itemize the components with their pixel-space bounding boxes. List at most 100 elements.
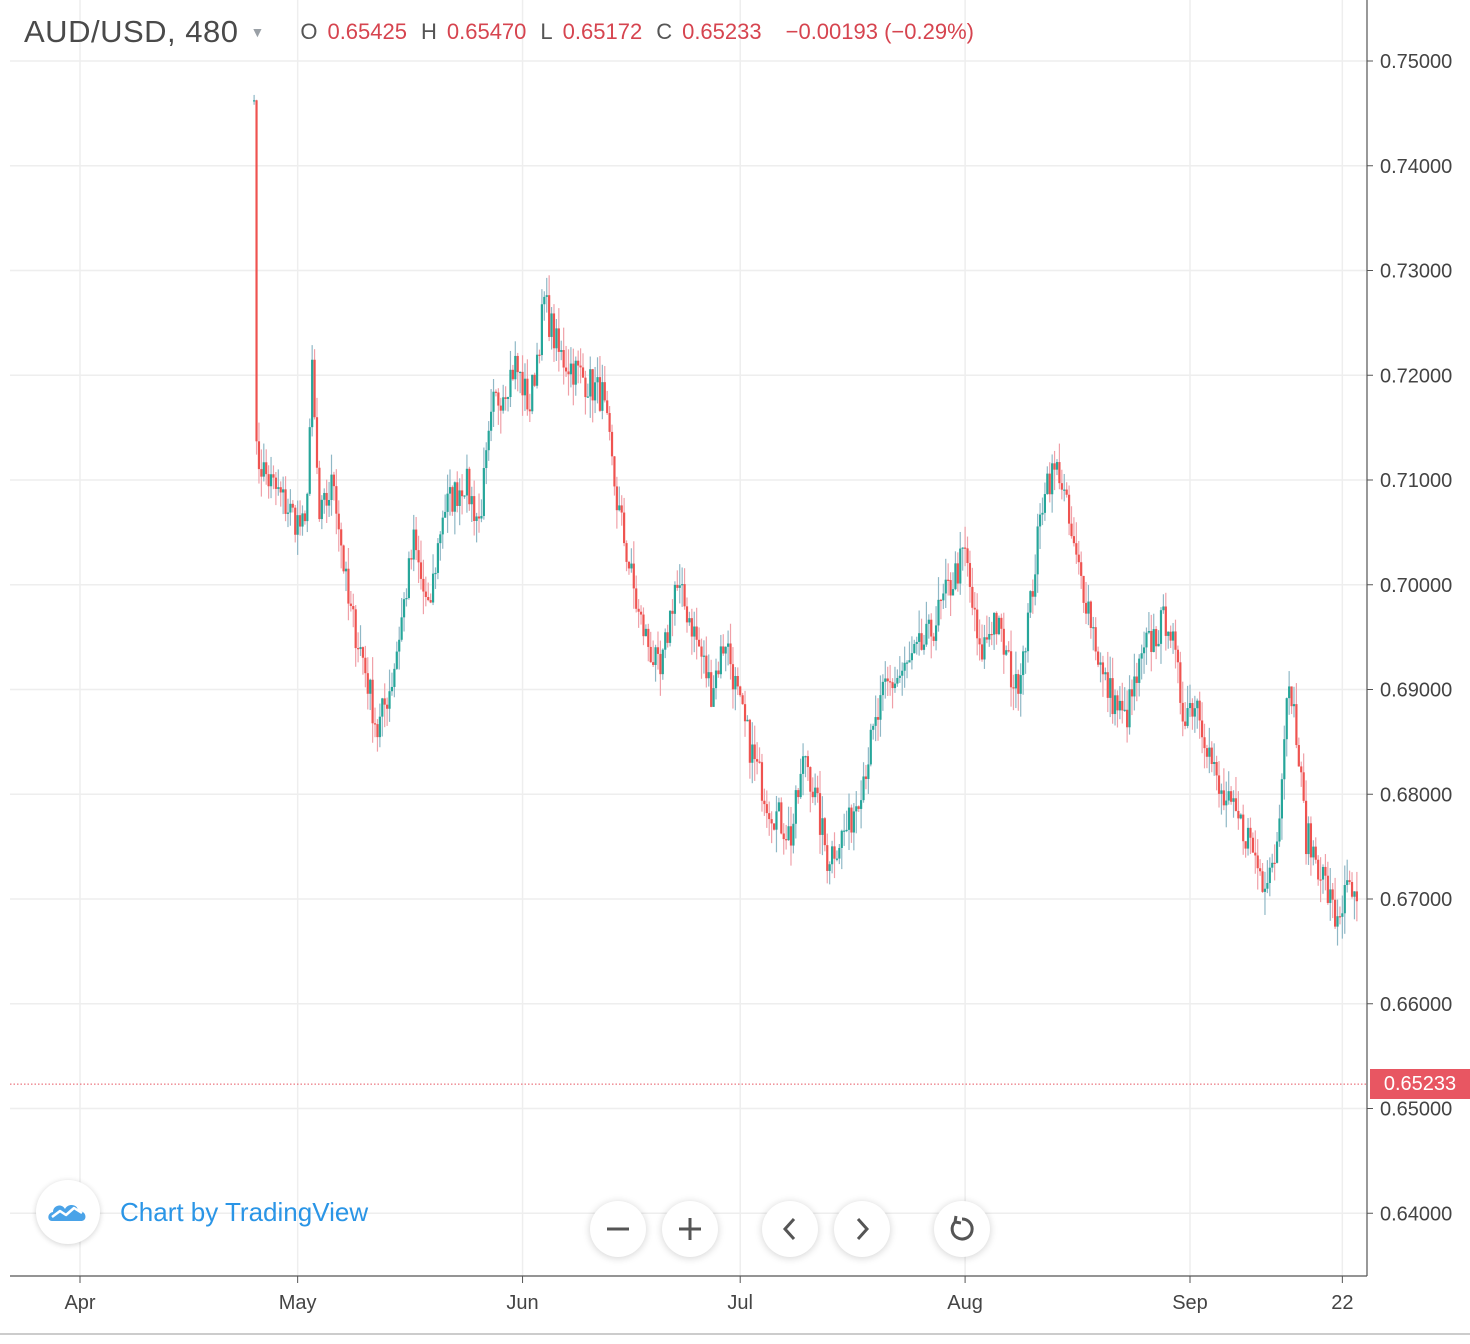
- zoom-out-button[interactable]: [590, 1201, 646, 1257]
- candle-body: [1314, 846, 1317, 860]
- candle-body: [557, 328, 560, 352]
- candle-body: [460, 490, 464, 497]
- candle-body: [262, 462, 265, 477]
- candle-body: [681, 584, 684, 586]
- candle-body: [1249, 827, 1252, 838]
- candle-body: [577, 360, 580, 366]
- candle-body: [567, 371, 570, 375]
- candle-body: [349, 603, 352, 607]
- scroll-right-button[interactable]: [834, 1201, 890, 1257]
- candle-body: [601, 382, 604, 411]
- candle-body: [1048, 473, 1051, 495]
- symbol-dropdown-icon[interactable]: ▼: [250, 24, 265, 40]
- candle-body: [756, 759, 759, 762]
- change-value: −0.00193 (−0.29%): [785, 19, 974, 44]
- candle-body: [1338, 916, 1342, 918]
- candle-body: [1043, 494, 1047, 513]
- candle-body: [623, 512, 626, 544]
- candle-body: [473, 496, 476, 521]
- reset-button[interactable]: [934, 1201, 990, 1257]
- candle-body: [956, 563, 959, 584]
- candle-body: [676, 584, 679, 588]
- candle-body: [1304, 800, 1308, 855]
- candle-body: [1181, 702, 1184, 722]
- candle-body: [431, 573, 435, 603]
- candle-body: [366, 673, 369, 694]
- candle-body: [398, 639, 401, 652]
- candle-body: [637, 608, 640, 612]
- candle-body: [1041, 512, 1044, 515]
- candle-body: [891, 682, 894, 689]
- candle-body: [787, 826, 790, 841]
- candle-body: [1097, 651, 1100, 665]
- candle-body: [741, 695, 744, 705]
- branding-text[interactable]: Chart by TradingView: [120, 1196, 369, 1227]
- candle-body: [289, 503, 292, 513]
- candle-body: [313, 359, 316, 418]
- candle-body: [354, 609, 357, 649]
- candle-body: [635, 588, 638, 609]
- candle-body: [1051, 463, 1054, 495]
- candle-body: [1191, 703, 1194, 717]
- candle-body: [908, 660, 911, 663]
- candle-body: [739, 686, 742, 696]
- candle-body: [456, 482, 459, 506]
- candle-body: [569, 363, 573, 375]
- candle-body: [487, 430, 490, 451]
- candle-body: [1109, 678, 1112, 698]
- candle-body: [412, 529, 415, 560]
- candle-body: [572, 363, 575, 385]
- x-tick-label: 22: [1331, 1292, 1353, 1314]
- candle-body: [357, 648, 360, 650]
- candle-body: [593, 382, 597, 401]
- candle-body: [1319, 879, 1322, 881]
- candle-body: [942, 593, 945, 601]
- candle-body: [772, 823, 776, 830]
- candle-body: [632, 563, 635, 589]
- candle-body: [860, 800, 863, 809]
- zoom-in-button[interactable]: [662, 1201, 718, 1257]
- candle-body: [274, 477, 277, 489]
- close-value: 0.65233: [682, 19, 762, 44]
- x-tick-label: Apr: [64, 1292, 95, 1314]
- candle-body: [1026, 612, 1030, 652]
- x-tick-label: Aug: [947, 1292, 983, 1314]
- candle-body: [364, 657, 367, 674]
- candle-body: [1138, 658, 1141, 683]
- candle-body: [269, 474, 273, 487]
- tradingview-branding[interactable]: Chart by TradingView: [36, 1180, 368, 1244]
- scroll-left-button[interactable]: [762, 1201, 818, 1257]
- candle-body: [765, 804, 768, 814]
- candle-body: [792, 823, 795, 846]
- candle-body: [695, 626, 698, 640]
- candle-body: [359, 647, 362, 649]
- candle-body: [823, 818, 826, 846]
- candle-body: [886, 678, 889, 682]
- candle-body: [690, 618, 693, 637]
- candle-body: [342, 545, 345, 572]
- candle-body: [1106, 672, 1109, 698]
- y-tick-label: 0.69000: [1380, 680, 1452, 702]
- candle-body: [400, 617, 403, 640]
- candle-body: [1087, 601, 1090, 614]
- tradingview-logo-icon[interactable]: [36, 1180, 100, 1244]
- candle-body: [272, 474, 275, 478]
- candle-body: [265, 462, 268, 475]
- candle-body: [1012, 687, 1015, 689]
- candle-body: [889, 681, 892, 683]
- candle-body: [376, 724, 379, 738]
- symbol-label[interactable]: AUD/USD, 480: [24, 14, 239, 49]
- candle-body: [344, 568, 348, 572]
- candle-body: [1251, 837, 1254, 853]
- candle-body: [301, 513, 304, 527]
- candle-body: [475, 516, 478, 521]
- candlestick-series: [10, 94, 1367, 1085]
- candle-body: [937, 599, 940, 626]
- candle-body: [591, 369, 594, 401]
- candle-body: [775, 811, 778, 830]
- candle-body: [799, 773, 802, 798]
- candle-body: [308, 427, 311, 494]
- candle-body: [470, 496, 473, 505]
